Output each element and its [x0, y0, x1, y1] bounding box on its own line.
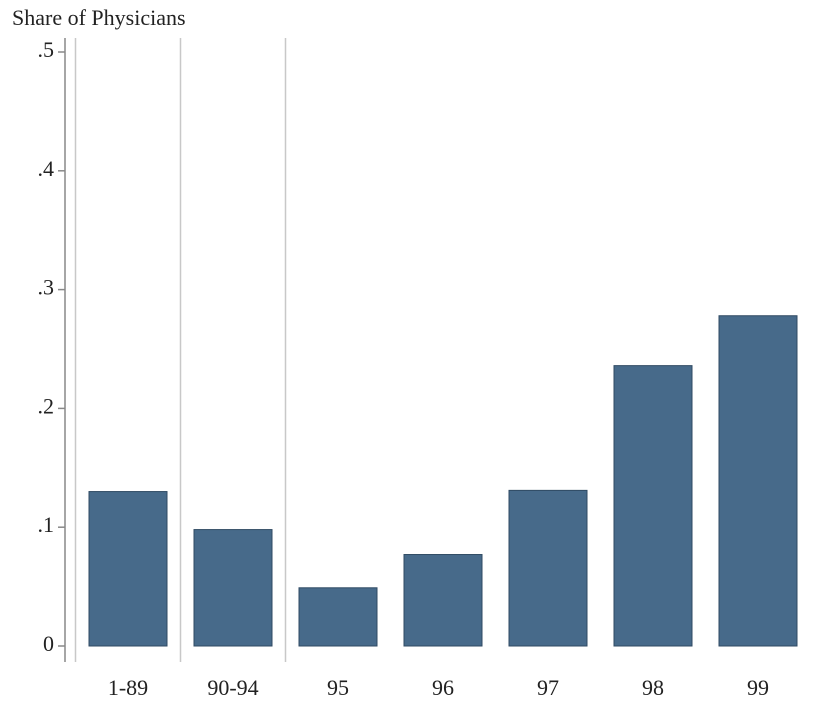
y-tick-label: .3	[38, 275, 55, 300]
bar	[298, 587, 378, 647]
y-tick-label: 0	[43, 631, 54, 656]
y-tick-label: .2	[38, 393, 55, 418]
y-axis-title: Share of Physicians	[12, 5, 186, 30]
bar	[718, 315, 798, 647]
y-tick-label: .4	[38, 156, 55, 181]
bar	[613, 365, 693, 647]
bar	[88, 491, 168, 647]
x-tick-label: 97	[537, 675, 559, 700]
x-tick-label: 95	[327, 675, 349, 700]
x-tick-label: 1-89	[108, 675, 148, 700]
x-tick-label: 98	[642, 675, 664, 700]
x-tick-label: 90-94	[207, 675, 258, 700]
x-tick-label: 99	[747, 675, 769, 700]
y-tick-label: .5	[38, 37, 55, 62]
bar	[193, 529, 273, 647]
bar	[508, 489, 588, 647]
bar	[403, 554, 483, 647]
y-tick-label: .1	[38, 512, 55, 537]
x-tick-label: 96	[432, 675, 454, 700]
